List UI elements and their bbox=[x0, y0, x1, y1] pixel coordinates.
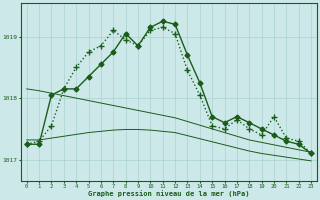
X-axis label: Graphe pression niveau de la mer (hPa): Graphe pression niveau de la mer (hPa) bbox=[88, 190, 250, 197]
